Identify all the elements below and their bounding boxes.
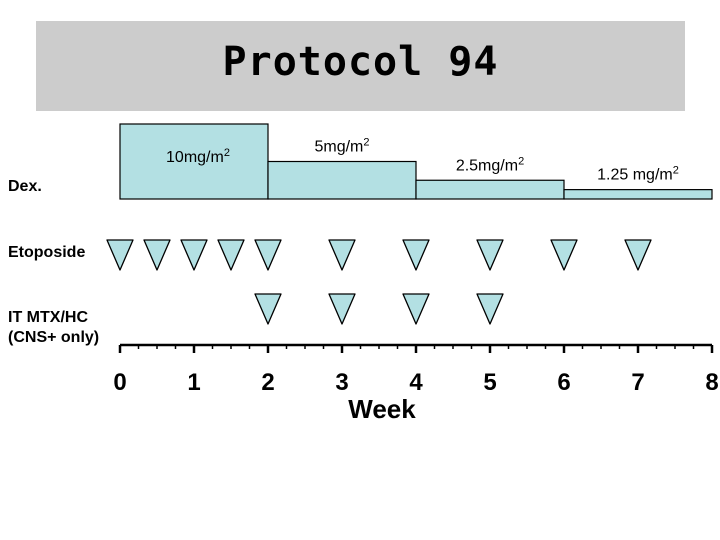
etoposide-triangle-5 [328, 239, 356, 271]
row-label-etoposide: Etoposide [8, 244, 85, 261]
axis-tick-label-8: 8 [705, 369, 718, 396]
dex-dose-label-1: 5mg/m2 [314, 137, 369, 156]
axis-tick-label-0: 0 [113, 369, 126, 396]
dex-bar-0 [119, 123, 269, 200]
axis-title: Week [348, 394, 416, 424]
dex-dose-bars: 10mg/m2 5mg/m22.5mg/m21.25 mg/m2 [119, 123, 713, 200]
dex-dose-superscript-1: 2 [363, 137, 369, 149]
dex-dose-text-3: 1.25 mg/m [597, 167, 673, 184]
itmtx-markers [254, 293, 504, 325]
title-bar: Protocol 94 [36, 21, 685, 111]
dex-dose-label-3: 1.25 mg/m2 [597, 165, 679, 184]
etoposide-triangle-9 [624, 239, 652, 271]
axis-tick-label-6: 6 [557, 369, 570, 396]
row-label-dex: Dex. [8, 178, 42, 195]
axis-tick-label-7: 7 [631, 369, 644, 396]
etoposide-triangle-6 [402, 239, 430, 271]
etoposide-triangle-8 [550, 239, 578, 271]
etoposide-triangle-0 [106, 239, 134, 271]
itmtx-triangle-3 [476, 293, 504, 325]
week-axis: 0 1 2 3 4 5 6 7 8 [113, 343, 719, 396]
page-title: Protocol 94 [222, 39, 499, 85]
itmtx-triangle-0 [254, 293, 282, 325]
etoposide-triangle-4 [254, 239, 282, 271]
itmtx-triangle-1 [328, 293, 356, 325]
dex-bar-2 [415, 179, 565, 200]
dex-dose-label-2: 2.5mg/m2 [456, 155, 524, 174]
etoposide-triangle-1 [143, 239, 171, 271]
dex-dose-superscript-3: 2 [673, 165, 679, 177]
axis-tick-label-3: 3 [335, 369, 348, 396]
row-label-itmtx: IT MTX/HC [8, 309, 88, 326]
dex-dose-text-1: 5mg/m [314, 139, 363, 156]
axis-tick-label-1: 1 [187, 369, 200, 396]
dex-dose-text-0: 10mg/m [166, 149, 224, 166]
row-label-itmtx-sub: (CNS+ only) [8, 329, 99, 346]
dex-dose-superscript-2: 2 [518, 155, 524, 167]
itmtx-triangle-2 [402, 293, 430, 325]
etoposide-triangle-3 [217, 239, 245, 271]
etoposide-triangle-7 [476, 239, 504, 271]
dex-bar-3 [563, 189, 713, 200]
axis-tick-label-5: 5 [483, 369, 496, 396]
axis-tick-label-2: 2 [261, 369, 274, 396]
axis-tick-label-4: 4 [409, 369, 423, 396]
dex-bar-1 [267, 160, 417, 200]
dex-dose-text-2: 2.5mg/m [456, 157, 518, 174]
dex-dose-label-0: 10mg/m2 [166, 147, 230, 166]
dex-dose-superscript-0: 2 [224, 147, 230, 159]
etoposide-triangle-2 [180, 239, 208, 271]
etoposide-markers [106, 239, 652, 271]
